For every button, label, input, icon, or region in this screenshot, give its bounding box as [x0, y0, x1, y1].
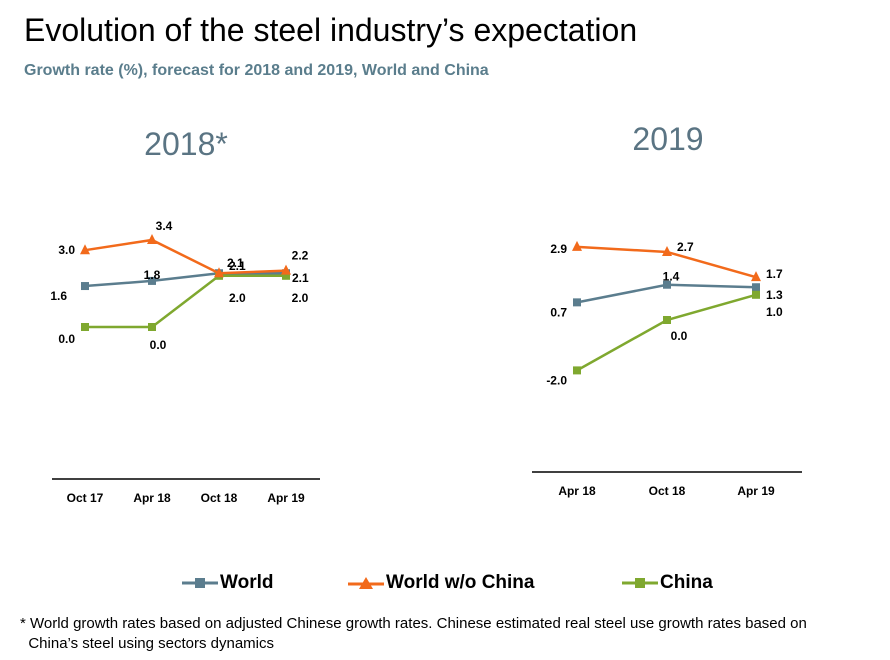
point-world-apr-19: [752, 283, 760, 292]
legend-world-label: World: [220, 572, 274, 593]
data-label-world-apr-19: 1.3: [766, 288, 783, 302]
data-label-china-apr-18: -2.0: [546, 373, 567, 387]
series-line-world: [84, 271, 286, 288]
point-world-apr-18: [148, 276, 156, 285]
data-label-world-apr-18: 0.7: [550, 305, 567, 319]
data-label-world-oct-17: 1.6: [50, 289, 67, 303]
legend-item-china: China: [622, 572, 713, 594]
point-world-w-o-china-apr-19: [281, 264, 291, 275]
point-world-w-o-china-apr-18: [147, 233, 157, 244]
page-subtitle: Growth rate (%), forecast for 2018 and 2…: [24, 62, 489, 79]
point-world-w-o-china-apr-18: [572, 240, 582, 251]
series-line-china: [85, 274, 286, 329]
data-label-china-oct-18: 2.0: [229, 291, 246, 305]
x-tick-label-oct-17: Oct 17: [67, 491, 104, 505]
point-world-w-o-china-oct-17: [80, 244, 90, 255]
point-world-w-o-china-oct-18: [214, 267, 224, 278]
panel-title-2018: 2018*: [144, 126, 228, 162]
point-china-oct-18: [663, 316, 671, 324]
series-line-world-w-o-china: [84, 238, 287, 275]
x-tick-label-apr-18: Apr 18: [558, 484, 596, 498]
legend-world-marker: [182, 578, 218, 588]
legend: World World w/o China China: [0, 572, 890, 600]
legend-china-marker: [622, 578, 658, 588]
point-china-apr-19: [282, 271, 290, 280]
charts-canvas: 2018* 2019 Oct 17 Apr 18 Oct 18 Apr 19 1.6 1.…: [50, 121, 802, 505]
data-label-world-w-o-china-oct-17: 3.0: [58, 243, 75, 257]
data-label-china-apr-18: 0.0: [150, 338, 167, 352]
x-tick-label-oct-18: Oct 18: [649, 484, 686, 498]
point-china-apr-18: [573, 366, 581, 375]
point-world-w-o-china-oct-18: [662, 245, 672, 256]
data-label-world-w-o-china-oct-18: 2.7: [677, 240, 694, 254]
data-label-china-oct-17: 0.0: [58, 332, 75, 346]
data-label-world-w-o-china-apr-18: 3.4: [156, 219, 173, 233]
chart-panel-2019: Apr 18 Oct 18 Apr 19 0.7 1.4 1.3 2.9 2.7 1.7 -2.0…: [532, 240, 802, 498]
x-tick-label-apr-19: Apr 19: [267, 491, 305, 505]
point-china-apr-18: [148, 323, 156, 331]
legend-item-world-wo-china: World w/o China: [348, 572, 534, 594]
data-label-world-apr-18: 1.8: [144, 268, 161, 282]
x-tick-label-oct-18: Oct 18: [201, 491, 238, 505]
data-label-world-w-o-china-apr-19: 2.2: [292, 249, 309, 263]
data-label-china-apr-19: 2.0: [292, 291, 309, 305]
data-label-china-apr-19: 1.0: [766, 305, 783, 319]
legend-china-label: China: [660, 572, 713, 593]
page-title: Evolution of the steel industry’s expect…: [24, 12, 638, 48]
panel-title-2019: 2019: [632, 121, 703, 157]
data-label-world-oct-18: 2.1: [227, 256, 244, 270]
point-world-apr-18: [573, 298, 581, 307]
point-china-oct-17: [81, 323, 89, 331]
legend-item-world: World: [182, 572, 273, 594]
data-label-world-w-o-china-apr-18: 2.9: [550, 242, 567, 256]
point-world-oct-18: [663, 280, 671, 289]
data-label-world-w-o-china-apr-19: 1.7: [766, 267, 783, 281]
point-china-apr-19: [752, 290, 760, 299]
x-tick-label-apr-18: Apr 18: [133, 491, 171, 505]
data-label-world-apr-19: 2.1: [292, 271, 309, 285]
data-label-world-w-o-china-oct-18: 2.1: [229, 259, 246, 273]
data-label-world-oct-18: 1.4: [663, 270, 680, 284]
legend-world-wo-china-label: World w/o China: [386, 572, 535, 593]
data-label-china-oct-18: 0.0: [671, 329, 688, 343]
footnote: * World growth rates based on adjusted C…: [20, 615, 807, 652]
point-world-w-o-china-apr-19: [751, 271, 761, 282]
chart-panel-2018: Oct 17 Apr 18 Oct 18 Apr 19 1.6 1.8 2.1 2.1 3.0 3…: [50, 219, 320, 505]
point-world-oct-17: [81, 282, 89, 291]
x-tick-label-apr-19: Apr 19: [737, 484, 775, 498]
series-line-china: [576, 293, 757, 372]
legend-world-wo-china-marker: [348, 577, 384, 589]
